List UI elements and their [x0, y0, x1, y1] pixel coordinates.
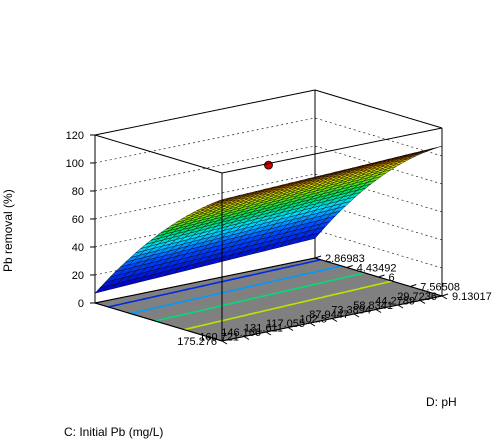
- x-tick-label: 117.055: [266, 318, 305, 330]
- contour-line: [108, 258, 321, 308]
- x-tick-label: 175.276: [177, 336, 217, 348]
- x-tick-label: 29.7236: [397, 291, 437, 303]
- box-front-edge: [221, 127, 443, 174]
- contour-lines: [108, 258, 393, 331]
- x-tick: [243, 336, 250, 340]
- x-tick-label: 73.3894: [331, 305, 371, 317]
- x-tick: [265, 331, 272, 336]
- x-tick: [397, 304, 404, 309]
- z-tick-label: 100: [66, 158, 84, 170]
- z-tick-label: 0: [78, 298, 84, 310]
- x-tick-label: 87.9447: [309, 309, 349, 321]
- x-tick: [353, 313, 360, 318]
- box-front-edge: [94, 134, 223, 174]
- x-tick: [441, 295, 448, 300]
- x-tick: [331, 318, 338, 322]
- response-surface: [94, 146, 443, 294]
- contour-line: [130, 265, 342, 315]
- x-tick-label: 131.611: [244, 323, 283, 335]
- y-tick-label: 6: [389, 272, 395, 284]
- contour-line: [155, 272, 365, 322]
- box-front-edge: [94, 257, 316, 304]
- y-tick-label: 2.86983: [325, 253, 365, 265]
- y-tick: [378, 274, 385, 278]
- z-axis-title: Pb removal (%): [1, 189, 15, 272]
- z-tick-label: 40: [72, 242, 84, 254]
- y-tick-label: 7.56508: [420, 281, 460, 293]
- y-tick: [410, 284, 417, 287]
- x-axis-title: C: Initial Pb (mg/L): [64, 425, 163, 439]
- z-tick-label: 60: [72, 214, 84, 226]
- y-tick: [346, 265, 353, 268]
- x-tick: [419, 300, 426, 304]
- x-tick-label: 160.721: [199, 332, 239, 344]
- x-tick: [375, 309, 382, 313]
- x-tick-label: 102.5: [299, 314, 327, 326]
- z-tick-label: 20: [72, 270, 84, 282]
- z-tick-label: 120: [66, 130, 84, 142]
- design-point-layer: [264, 160, 273, 170]
- y-tick: [441, 293, 449, 297]
- axis-ticks: [90, 134, 449, 345]
- x-tick-label: 146.166: [221, 327, 261, 339]
- z-tick-label: 80: [72, 186, 84, 198]
- box-front-edge: [94, 302, 223, 342]
- design-point: [264, 160, 273, 170]
- contour-line: [183, 280, 393, 331]
- x-tick-label: 44.2789: [375, 296, 415, 308]
- y-tick: [314, 255, 322, 259]
- x-tick: [309, 322, 316, 327]
- tick-labels: 29.723644.278958.834173.389487.9447102.5…: [66, 130, 492, 348]
- y-tick-label: 9.13017: [452, 291, 492, 303]
- x-tick-label: 58.8341: [353, 300, 393, 312]
- x-tick: [287, 327, 294, 331]
- box-back-edge: [94, 89, 316, 136]
- y-tick-label: 4.43492: [357, 263, 397, 275]
- y-axis-title: D: pH: [426, 395, 457, 409]
- x-tick: [221, 340, 228, 345]
